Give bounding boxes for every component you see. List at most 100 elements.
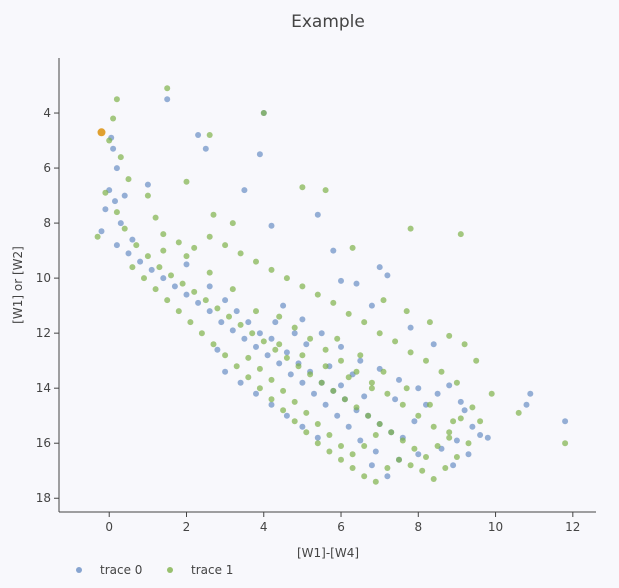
- legend-item-0[interactable]: trace 0: [76, 563, 142, 577]
- data-point: [488, 390, 495, 397]
- data-point: [299, 423, 306, 430]
- data-point: [434, 390, 441, 397]
- data-point: [322, 401, 329, 408]
- data-point: [283, 275, 290, 282]
- legend-item-1[interactable]: trace 1: [167, 563, 233, 577]
- data-point: [97, 128, 106, 137]
- data-point: [260, 110, 267, 116]
- x-tick-label: 12: [565, 520, 580, 534]
- y-axis-title: [W1] or [W2]: [11, 246, 25, 324]
- x-axis-title: [W1]-[W4]: [297, 546, 359, 560]
- data-point: [291, 398, 298, 405]
- data-point: [233, 308, 240, 315]
- data-point: [314, 291, 321, 298]
- data-point: [345, 423, 352, 430]
- data-point: [446, 382, 453, 389]
- data-point: [361, 393, 368, 400]
- data-point: [106, 137, 113, 144]
- data-point: [191, 288, 198, 295]
- data-point: [214, 305, 221, 312]
- legend-marker: [76, 567, 82, 573]
- data-point: [222, 368, 229, 375]
- data-point: [303, 409, 310, 416]
- data-point: [102, 206, 109, 213]
- data-point: [206, 283, 213, 290]
- data-point: [268, 222, 275, 229]
- data-point: [249, 330, 256, 337]
- data-point: [222, 297, 229, 304]
- y-tick-label: 4: [43, 106, 51, 120]
- data-point: [345, 310, 352, 317]
- data-point: [268, 401, 275, 408]
- data-point: [237, 379, 244, 386]
- data-point: [376, 421, 383, 427]
- data-point: [330, 299, 337, 306]
- data-point: [183, 261, 190, 268]
- data-point: [129, 236, 136, 243]
- data-point: [175, 308, 182, 315]
- data-point: [461, 407, 468, 414]
- data-point: [148, 266, 155, 273]
- data-point: [349, 465, 356, 471]
- data-point: [256, 385, 263, 392]
- data-point: [353, 280, 360, 287]
- data-point: [380, 368, 387, 375]
- data-point: [164, 297, 171, 304]
- data-point: [430, 423, 437, 430]
- x-tick-label: 2: [183, 520, 191, 534]
- y-tick-label: 10: [36, 271, 51, 285]
- data-point: [256, 330, 263, 337]
- data-point: [272, 319, 279, 326]
- data-point: [318, 379, 325, 386]
- data-point: [527, 390, 534, 397]
- data-point: [372, 478, 379, 485]
- data-point: [399, 401, 406, 408]
- data-point: [523, 401, 530, 408]
- data-point: [206, 132, 213, 138]
- legend[interactable]: trace 0 trace 1: [76, 563, 233, 577]
- data-point: [168, 272, 174, 279]
- data-point: [226, 313, 232, 320]
- y-tick-label: 8: [43, 216, 51, 230]
- data-point: [264, 352, 271, 359]
- series-0: [98, 96, 569, 480]
- data-point: [562, 418, 569, 425]
- data-point: [411, 418, 418, 425]
- data-point: [415, 412, 422, 419]
- y-tick-label: 16: [36, 436, 51, 450]
- data-point: [113, 165, 120, 172]
- data-point: [453, 379, 460, 386]
- data-point: [338, 382, 344, 389]
- data-point: [307, 371, 314, 378]
- data-point: [330, 247, 337, 254]
- data-point: [144, 253, 151, 260]
- data-point: [411, 445, 418, 452]
- data-point: [291, 324, 298, 331]
- data-point: [280, 387, 287, 394]
- data-point: [183, 178, 190, 185]
- data-point: [361, 473, 368, 480]
- data-point: [396, 376, 402, 383]
- axes: 0 2 4 6 8 10 12 4 6 8 10 12 14 16 18: [36, 58, 596, 534]
- data-point: [423, 454, 429, 460]
- data-point: [457, 398, 464, 405]
- data-point: [133, 242, 140, 249]
- data-point: [562, 440, 569, 447]
- data-point: [457, 231, 464, 238]
- data-point: [365, 412, 372, 419]
- data-point: [245, 374, 252, 381]
- data-point: [357, 357, 364, 364]
- data-point: [245, 354, 252, 361]
- y-tick-label: 14: [36, 381, 51, 395]
- data-point: [202, 145, 209, 152]
- data-point: [450, 418, 457, 425]
- data-point: [291, 418, 298, 425]
- data-point: [160, 275, 167, 282]
- data-point: [372, 432, 379, 438]
- data-point: [121, 192, 128, 199]
- data-point: [287, 371, 294, 378]
- data-point: [125, 176, 132, 183]
- data-points: [94, 85, 569, 485]
- data-point: [110, 115, 117, 122]
